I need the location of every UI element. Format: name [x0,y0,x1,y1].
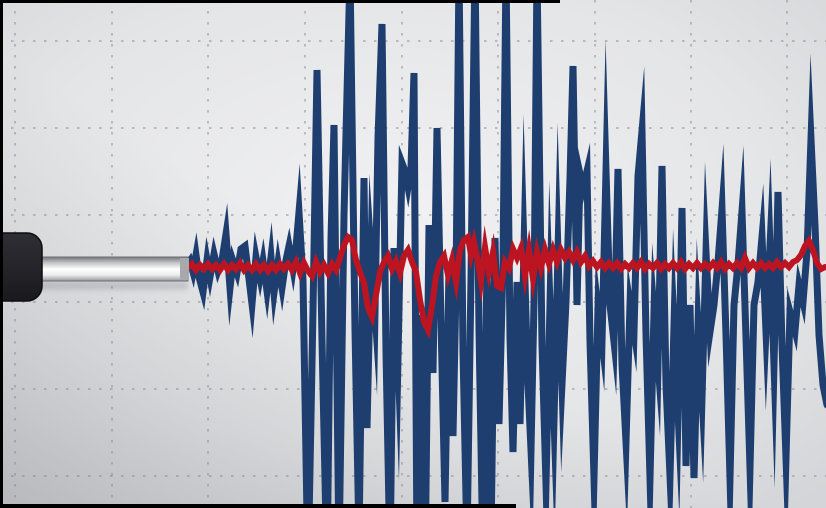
frame-edge-top [0,0,560,3]
seismic-trace-primary [182,0,826,508]
pen-arm-shadow [38,281,188,290]
seismograph-pen [0,232,189,302]
frame-edge-left [0,0,3,508]
pen-arm [35,256,189,282]
frame-edge-bottom [0,504,516,508]
photo-frame-edges [0,0,560,508]
pen-arm-tip [180,258,189,280]
pen-body [0,232,43,302]
seismic-trace-secondary [185,225,826,340]
